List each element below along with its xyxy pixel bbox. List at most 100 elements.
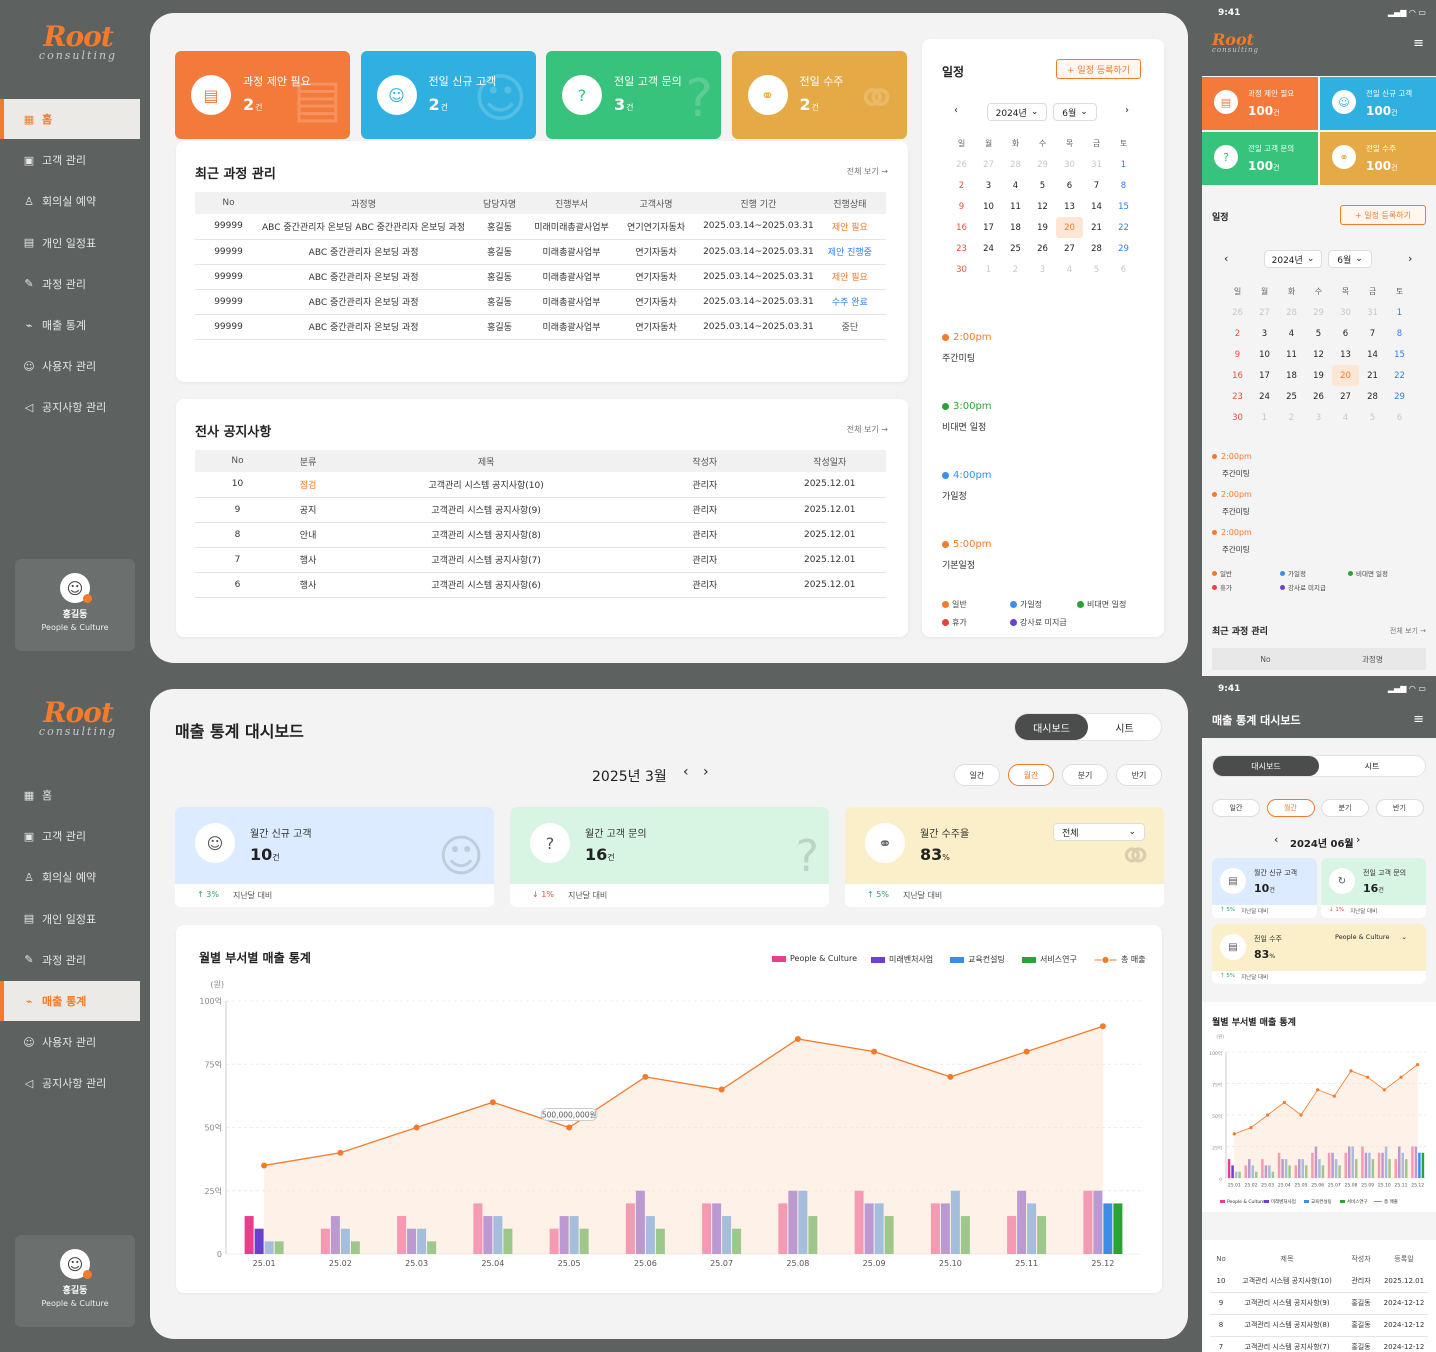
kpi-card[interactable]: ⚭ 전일 수주 2건 ⚭ <box>731 51 907 139</box>
calendar-day[interactable]: 30 <box>956 264 967 275</box>
mobile-range-3[interactable]: 반기 <box>1375 799 1424 817</box>
mobile-year-select[interactable]: 2024년 ⌄ <box>1264 250 1322 268</box>
range-1[interactable]: 월간 <box>1008 764 1054 786</box>
calendar-day[interactable]: 28 <box>1286 307 1297 318</box>
calendar-day[interactable]: 13 <box>1340 349 1351 360</box>
table-row[interactable]: 6 행사 고객관리 시스템 공지사항(6) 관리자 2025.12.01 <box>195 572 886 598</box>
table-row[interactable]: 8 안내 고객관리 시스템 공지사항(8) 관리자 2025.12.01 <box>195 522 886 548</box>
courses-more-link[interactable]: 전체 보기 → <box>846 167 888 176</box>
calendar-day[interactable]: 13 <box>1064 201 1075 212</box>
sidebar-item-3[interactable]: ♙ 회의실 예약 <box>0 857 140 897</box>
calendar-day[interactable]: 5 <box>1039 180 1046 191</box>
calendar-day[interactable]: 27 <box>1259 307 1270 318</box>
prev-period-button[interactable]: ‹ <box>683 764 689 780</box>
stat-card[interactable]: ⚭ 월간 수주율 83% ⚭ 전체 ⌄ ↑ 5% 지난달 대비 <box>845 807 1164 907</box>
sidebar-item-8[interactable]: ◁ 공지사항 관리 <box>0 1063 140 1103</box>
mobile-prev-month[interactable]: ‹ <box>1224 252 1229 265</box>
mobile-range-1[interactable]: 월간 <box>1266 799 1315 817</box>
calendar-day[interactable]: 3 <box>985 180 992 191</box>
mobile-stat-card[interactable]: ▤ 월간 신규 고객 10건 ↑ 5% 지난달 대비 <box>1212 858 1317 918</box>
calendar-day[interactable]: 19 <box>1037 222 1048 233</box>
calendar-day[interactable]: 7 <box>1093 180 1100 191</box>
sidebar-item-7[interactable]: ☺ 사용자 관리 <box>0 346 140 386</box>
calendar-day[interactable]: 4 <box>1288 328 1295 339</box>
calendar-day[interactable]: 2 <box>1234 328 1241 339</box>
calendar-day[interactable]: 3 <box>1261 328 1268 339</box>
mobile-department-select[interactable]: People & Culture ⌄ <box>1335 933 1407 941</box>
calendar-day[interactable]: 3 <box>1039 264 1046 275</box>
calendar-day[interactable]: 14 <box>1367 349 1378 360</box>
mobile-range-0[interactable]: 일간 <box>1212 799 1260 817</box>
calendar-day[interactable]: 20 <box>1332 365 1359 386</box>
calendar-day[interactable]: 6 <box>1066 180 1073 191</box>
event-time[interactable]: 2:00pm <box>1212 528 1252 537</box>
table-row[interactable]: 99999 ABC 중간관리자 온보딩 과정 홍길동 미래총괄사업부 연기자동차 2025… <box>195 289 886 315</box>
event-time[interactable]: 4:00pm <box>942 470 992 481</box>
calendar-day[interactable]: 23 <box>956 243 967 254</box>
mobile-add-schedule-button[interactable]: + 일정 등록하기 <box>1340 205 1426 225</box>
calendar-day[interactable]: 21 <box>1367 370 1378 381</box>
sidebar-item-3[interactable]: ♙ 회의실 예약 <box>0 181 140 221</box>
calendar-day[interactable]: 9 <box>1234 349 1241 360</box>
calendar-day[interactable]: 1 <box>1396 307 1403 318</box>
event-time[interactable]: 5:00pm <box>942 539 992 550</box>
mobile-next-month[interactable]: › <box>1356 833 1361 846</box>
calendar-day[interactable]: 12 <box>1037 201 1048 212</box>
calendar-day[interactable]: 28 <box>1010 159 1021 170</box>
sidebar-item-8[interactable]: ◁ 공지사항 관리 <box>0 387 140 427</box>
menu-icon[interactable]: ≡ <box>1413 712 1424 727</box>
calendar-day[interactable]: 2 <box>1288 412 1295 423</box>
sidebar-item-1[interactable]: ▦ 홈 <box>0 99 140 139</box>
mobile-month-select[interactable]: 6월 ⌄ <box>1328 250 1372 268</box>
calendar-day[interactable]: 28 <box>1091 243 1102 254</box>
calendar-day[interactable]: 15 <box>1394 349 1405 360</box>
table-row[interactable]: 99999 ABC 중간관리자 온보딩 과정 홍길동 미래총괄사업부 연기자동차 2025… <box>195 239 886 265</box>
profile-card[interactable]: ☺ 홍길동 People & Culture <box>15 559 135 651</box>
calendar-day[interactable]: 18 <box>1286 370 1297 381</box>
kpi-card[interactable]: ☺ 전일 신규 고객 2건 ☺ <box>360 51 536 139</box>
calendar-day[interactable]: 7 <box>1369 328 1376 339</box>
calendar-day[interactable]: 18 <box>1010 222 1021 233</box>
calendar-day[interactable]: 27 <box>1064 243 1075 254</box>
mobile-kpi-card[interactable]: ? 전일 고객 문의 100건 <box>1202 132 1318 185</box>
calendar-day[interactable]: 24 <box>983 243 994 254</box>
calendar-day[interactable]: 31 <box>1367 307 1378 318</box>
calendar-day[interactable]: 26 <box>1313 391 1324 402</box>
sidebar-item-2[interactable]: ▣ 고객 관리 <box>0 816 140 856</box>
calendar-day[interactable]: 15 <box>1118 201 1129 212</box>
add-schedule-button[interactable]: + 일정 등록하기 <box>1056 59 1141 79</box>
event-time[interactable]: 2:00pm <box>942 332 992 343</box>
event-time[interactable]: 3:00pm <box>942 401 992 412</box>
calendar-day[interactable]: 11 <box>1010 201 1021 212</box>
tab-sheet[interactable]: 시트 <box>1115 723 1134 735</box>
range-0[interactable]: 일간 <box>954 764 1000 786</box>
table-row[interactable]: 99999 ABC 중간관리자 온보딩 과정 홍길동 미래총괄사업부 연기자동차 2025… <box>195 314 886 340</box>
sidebar-item-4[interactable]: ▤ 개인 일정표 <box>0 223 140 263</box>
calendar-day[interactable]: 11 <box>1286 349 1297 360</box>
calendar-day[interactable]: 1 <box>1261 412 1268 423</box>
mobile-next-month[interactable]: › <box>1408 252 1413 265</box>
calendar-day[interactable]: 21 <box>1091 222 1102 233</box>
calendar-day[interactable]: 30 <box>1064 159 1075 170</box>
event-time[interactable]: 2:00pm <box>1212 452 1252 461</box>
calendar-day[interactable]: 1 <box>985 264 992 275</box>
table-row[interactable]: 7 고객관리 시스템 공지사항(7) 홍길동 2024-12-12 <box>1210 1336 1428 1352</box>
table-row[interactable]: 99999 ABC 중간관리자 온보딩 과정 홍길동 미래총괄사업부 연기자동차 2025… <box>195 264 886 290</box>
calendar-day[interactable]: 22 <box>1394 370 1405 381</box>
table-row[interactable]: 8 고객관리 시스템 공지사항(8) 홍길동 2024-12-12 <box>1210 1314 1428 1337</box>
calendar-day[interactable]: 24 <box>1259 391 1270 402</box>
calendar-day[interactable]: 25 <box>1286 391 1297 402</box>
sidebar-item-7[interactable]: ☺ 사용자 관리 <box>0 1022 140 1062</box>
mobile-kpi-card[interactable]: ☺ 전일 신규 고객 100건 <box>1320 77 1436 130</box>
next-month-button[interactable]: › <box>1125 105 1129 116</box>
calendar-day[interactable]: 28 <box>1367 391 1378 402</box>
calendar-day[interactable]: 1 <box>1120 159 1127 170</box>
calendar-day[interactable]: 27 <box>1340 391 1351 402</box>
calendar-day[interactable]: 4 <box>1342 412 1349 423</box>
sidebar-item-6[interactable]: ⌁ 매출 통계 <box>0 981 140 1021</box>
calendar-day[interactable]: 5 <box>1315 328 1322 339</box>
calendar-day[interactable]: 29 <box>1118 243 1129 254</box>
kpi-card[interactable]: ? 전일 고객 문의 3건? <box>546 51 721 139</box>
calendar-day[interactable]: 16 <box>956 222 967 233</box>
next-period-button[interactable]: › <box>703 764 709 780</box>
